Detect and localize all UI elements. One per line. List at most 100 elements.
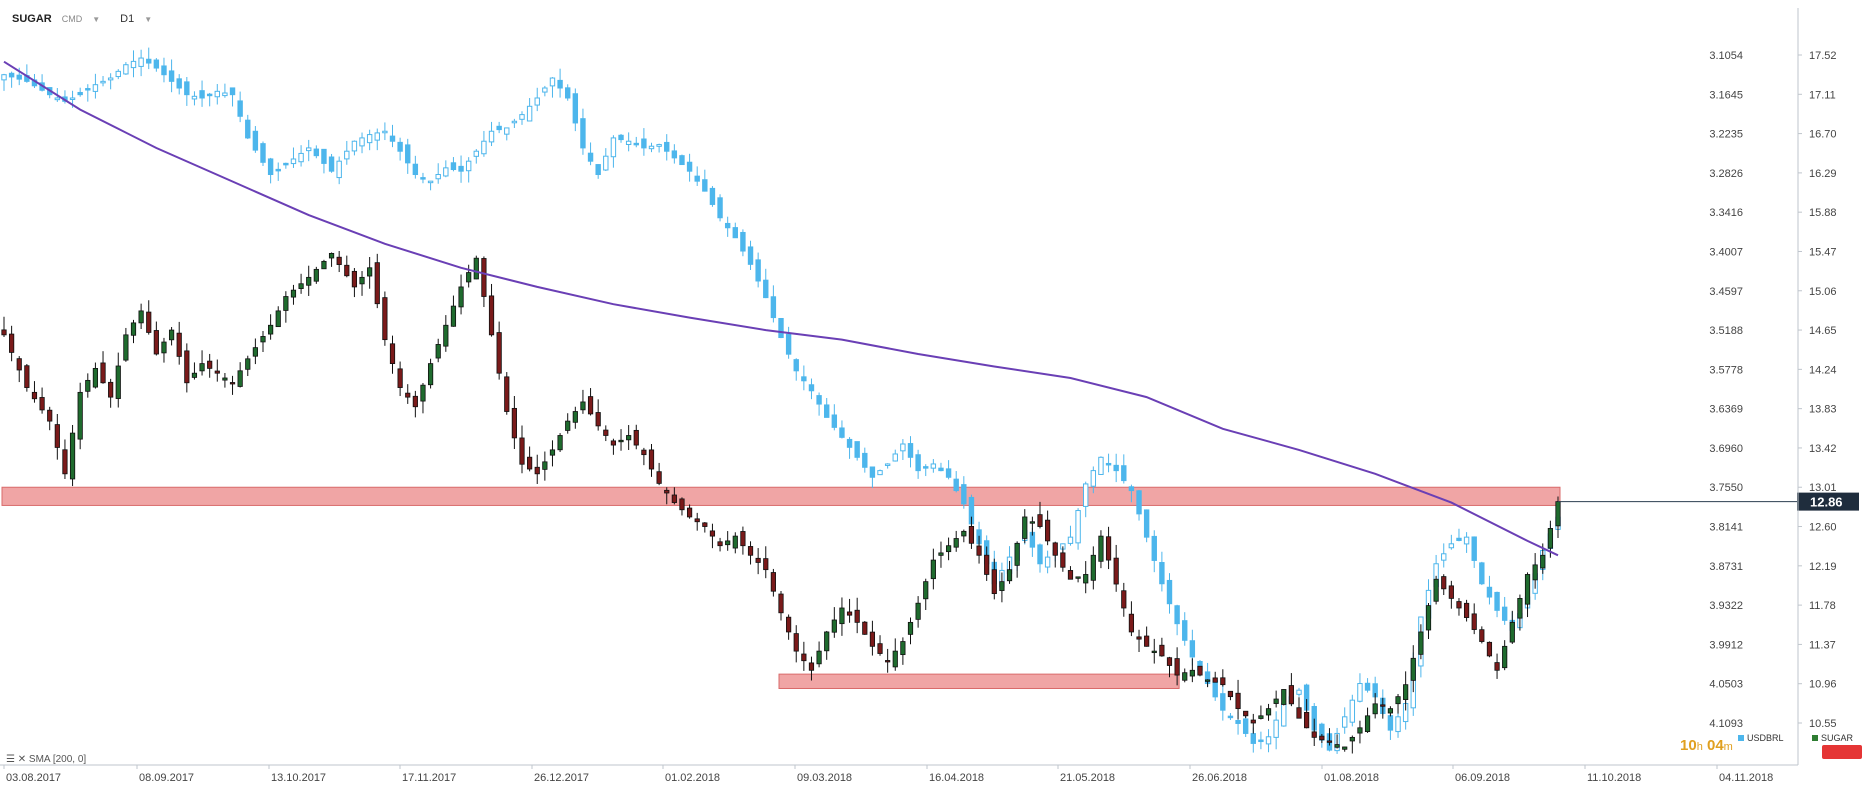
sugar-candle bbox=[1281, 689, 1287, 705]
chevron-down-icon[interactable]: ▼ bbox=[92, 14, 101, 24]
usdbrl-candle bbox=[1235, 720, 1241, 724]
sugar-candle bbox=[808, 662, 815, 671]
usdbrl-candle bbox=[816, 395, 822, 405]
sugar-candle bbox=[747, 546, 754, 556]
usdbrl-candle bbox=[458, 165, 464, 172]
y-tick-label-usdbrl: 3.1645 bbox=[1709, 89, 1743, 101]
sugar-candle bbox=[1197, 665, 1203, 676]
sugar-candle bbox=[290, 289, 297, 298]
sugar-candle bbox=[69, 432, 76, 480]
sugar-candle bbox=[686, 507, 693, 518]
usdbrl-candle bbox=[846, 438, 853, 448]
y-tick-label-usdbrl: 3.2826 bbox=[1709, 168, 1743, 180]
sugar-candle bbox=[1151, 650, 1157, 654]
usdbrl-candle bbox=[557, 79, 563, 89]
usdbrl-candle bbox=[267, 158, 274, 176]
usdbrl-candle bbox=[656, 144, 662, 147]
usdbrl-candle bbox=[146, 58, 152, 64]
sugar-candle bbox=[138, 310, 144, 324]
sugar-candle bbox=[1403, 684, 1409, 700]
usdbrl-candle bbox=[77, 91, 83, 96]
axes: 17.52 3.1054 17.11 3.1645 16.70 3.2235 16.29 3.… bbox=[0, 8, 1837, 784]
usdbrl-series bbox=[1, 47, 1561, 754]
sugar-candle bbox=[1136, 636, 1142, 640]
sugar-candle bbox=[1349, 736, 1355, 742]
y-tick-label-sugar: 14.65 bbox=[1809, 325, 1837, 337]
indicator-label: SMA bbox=[28, 754, 51, 765]
sugar-candle bbox=[610, 440, 617, 446]
sugar-candle bbox=[831, 619, 837, 633]
symbol-label[interactable]: SUGAR bbox=[12, 13, 52, 25]
chart-toolbar: SUGAR CMD ▼ D1 ▼ bbox=[12, 13, 152, 25]
usdbrl-candle bbox=[69, 97, 76, 100]
sugar-candle bbox=[786, 616, 792, 633]
y-tick-label-sugar: 16.29 bbox=[1809, 168, 1837, 180]
usdbrl-candle bbox=[359, 137, 365, 147]
sugar-candle bbox=[725, 540, 731, 546]
current-price-marker: 12.86 bbox=[1558, 492, 1859, 511]
usdbrl-candle bbox=[824, 404, 830, 418]
sugar-candle bbox=[92, 367, 99, 388]
y-tick-label-sugar: 10.55 bbox=[1809, 718, 1837, 730]
usdbrl-candle bbox=[306, 147, 312, 152]
sugar-candle bbox=[945, 545, 952, 553]
usdbrl-candle bbox=[770, 296, 777, 319]
indicator-settings-icon[interactable]: ☰ bbox=[6, 754, 15, 765]
sugar-candle bbox=[374, 262, 380, 305]
legend-usdbrl[interactable]: USDBRL bbox=[1738, 733, 1784, 743]
y-tick-label-usdbrl: 3.4007 bbox=[1709, 246, 1743, 258]
sugar-candle bbox=[1456, 601, 1462, 609]
sugar-candle bbox=[1243, 710, 1249, 717]
sugar-candle bbox=[824, 631, 830, 652]
sugar-candle bbox=[1014, 542, 1020, 566]
usdbrl-candle bbox=[389, 135, 396, 142]
sugar-candle bbox=[313, 268, 319, 282]
y-tick-label-sugar: 12.60 bbox=[1809, 522, 1837, 534]
sugar-candle bbox=[427, 363, 434, 386]
x-tick-label: 17.11.2017 bbox=[402, 772, 456, 784]
sugar-candle bbox=[1212, 677, 1218, 683]
usdbrl-candle bbox=[709, 187, 716, 205]
usdbrl-candle bbox=[473, 150, 479, 157]
usdbrl-candle bbox=[610, 137, 617, 158]
timeframe-selector[interactable]: D1 bbox=[120, 13, 135, 25]
sugar-candle bbox=[1418, 631, 1424, 655]
sell-button[interactable] bbox=[1822, 745, 1862, 759]
y-tick-label-sugar: 13.83 bbox=[1809, 404, 1837, 416]
sugar-candle bbox=[717, 541, 723, 547]
instrument-type-label: CMD bbox=[61, 14, 83, 24]
y-tick-label-sugar: 11.78 bbox=[1809, 600, 1836, 612]
usdbrl-candle bbox=[785, 333, 792, 355]
y-tick-label-sugar: 10.96 bbox=[1809, 679, 1837, 691]
usdbrl-candle bbox=[1143, 509, 1150, 538]
sugar-candle bbox=[420, 384, 426, 402]
usdbrl-candle bbox=[831, 414, 838, 428]
usdbrl-candle bbox=[625, 140, 632, 146]
usdbrl-candle bbox=[961, 484, 967, 505]
sugar-candle bbox=[1555, 501, 1561, 527]
sugar-candle bbox=[16, 358, 22, 371]
sugar-candle bbox=[534, 466, 540, 475]
usdbrl-candle bbox=[16, 74, 22, 80]
sugar-candle bbox=[1288, 685, 1294, 705]
usdbrl-candle bbox=[435, 174, 441, 180]
usdbrl-candle bbox=[1, 74, 7, 81]
indicator-params: [200, 0] bbox=[52, 754, 87, 765]
usdbrl-candle bbox=[633, 142, 639, 146]
sugar-candle bbox=[778, 593, 784, 614]
usdbrl-candle bbox=[1151, 535, 1157, 561]
sugar-candle bbox=[1258, 715, 1264, 719]
legend-sugar[interactable]: SUGAR bbox=[1812, 733, 1853, 743]
usdbrl-candle bbox=[1258, 739, 1264, 743]
candle-timer: 10h 04m bbox=[1680, 737, 1733, 754]
usdbrl-candle bbox=[953, 478, 959, 492]
timer-minutes-unit: m bbox=[1723, 741, 1733, 753]
usdbrl-candle bbox=[321, 148, 327, 164]
sugar-candle bbox=[412, 395, 418, 408]
usdbrl-candle bbox=[443, 167, 449, 177]
close-icon[interactable]: ✕ bbox=[17, 754, 27, 765]
sugar-candle bbox=[618, 439, 624, 443]
sugar-candle bbox=[31, 391, 38, 400]
chevron-down-icon[interactable]: ▼ bbox=[144, 14, 153, 24]
